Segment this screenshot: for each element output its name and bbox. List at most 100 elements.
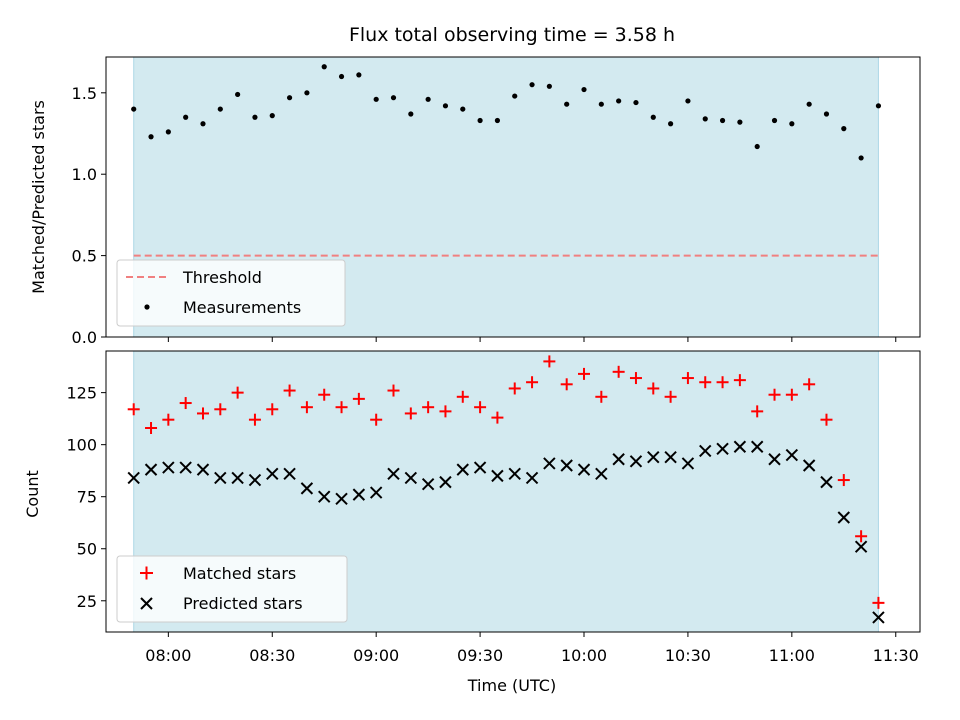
matched-star-marker (768, 388, 781, 401)
legend-predicted-swatch (140, 597, 153, 610)
predicted-star-marker (369, 486, 383, 499)
matched-star-marker (872, 596, 885, 609)
matched-star-marker (699, 376, 712, 389)
predicted-star-marker (820, 475, 833, 489)
matched-star-marker (196, 407, 209, 420)
matched-star-marker (474, 401, 487, 414)
predicted-star-marker (508, 467, 521, 481)
matched-star-marker (526, 376, 539, 389)
measurement-point (875, 103, 882, 109)
measurement-point (564, 101, 570, 107)
legend-measurements-label: Measurements (183, 298, 301, 317)
matched-star-marker (387, 384, 400, 397)
matched-star-marker (785, 388, 798, 401)
predicted-star-marker (266, 467, 279, 481)
measurement-point (719, 117, 726, 124)
bottom-ytick-label: 100 (66, 436, 97, 455)
predicted-star-marker (647, 450, 660, 464)
matched-star-marker (543, 355, 556, 368)
measurement-point (477, 117, 483, 124)
predicted-star-marker (162, 461, 175, 474)
measurement-point (269, 113, 275, 119)
measurement-point (546, 83, 552, 89)
measurement-point (841, 126, 847, 132)
measurement-point (442, 103, 449, 109)
measurement-point (304, 90, 310, 96)
matched-star-marker (716, 376, 729, 389)
measurement-point (806, 101, 812, 107)
bottom-legend: Matched stars Predicted stars (116, 555, 348, 623)
matched-star-marker (612, 365, 625, 378)
legend-predicted-label: Predicted stars (183, 594, 303, 613)
matched-star-marker (629, 372, 642, 385)
measurement-point (338, 73, 345, 80)
bottom-panel: 25 50 75 100 125 08:00 08:30 09:00 09:30 10:00 10… (23, 350, 921, 695)
measurement-point (633, 99, 639, 106)
matched-star-marker (300, 401, 313, 414)
measurement-point (754, 143, 760, 150)
matched-star-marker (266, 403, 279, 416)
measurement-point (131, 106, 137, 112)
predicted-star-marker (214, 471, 227, 485)
measurement-point (460, 106, 466, 112)
predicted-star-marker (456, 463, 469, 476)
top-ytick-label: 1.5 (72, 84, 97, 103)
predicted-star-marker (664, 450, 677, 464)
predicted-star-marker (750, 440, 764, 453)
legend-threshold-label: Threshold (182, 268, 262, 287)
matched-star-marker (855, 530, 868, 543)
predicted-star-marker (387, 467, 400, 481)
predicted-star-marker (196, 463, 210, 476)
measurement-point (512, 93, 518, 99)
bottom-xtick-label: 11:00 (769, 646, 815, 665)
top-x-ticks (167, 337, 897, 342)
measurement-point (616, 98, 622, 104)
bottom-legend-box (116, 555, 348, 623)
predicted-star-marker (473, 461, 487, 474)
matched-star-marker (145, 422, 158, 435)
bottom-xtick-label: 10:30 (665, 646, 711, 665)
predicted-star-marker (318, 490, 331, 503)
predicted-star-marker (491, 469, 504, 483)
predicted-star-marker (768, 453, 781, 466)
bottom-ytick-label: 25 (77, 592, 97, 611)
matched-star-marker (370, 413, 383, 426)
measurement-point (494, 117, 501, 124)
predicted-star-marker (785, 448, 799, 462)
matched-star-marker (578, 367, 591, 380)
predicted-star-marker (352, 488, 366, 501)
measurement-point (356, 72, 362, 78)
matched-star-marker (681, 372, 694, 385)
measurement-point (165, 129, 171, 135)
top-y-axis-label: Matched/Predicted stars (29, 100, 48, 294)
predicted-star-marker (421, 478, 435, 491)
predicted-star-marker (560, 459, 573, 472)
top-ytick-label: 1.0 (72, 165, 97, 184)
predicted-star-marker (404, 471, 418, 485)
bottom-xtick-label: 08:30 (249, 646, 295, 665)
predicted-star-marker (300, 482, 314, 495)
matched-star-marker (283, 384, 296, 397)
matched-star-marker (214, 403, 227, 416)
matched-star-marker (595, 390, 608, 403)
measurement-point (668, 121, 674, 127)
predicted-star-marker (179, 461, 192, 474)
predicted-star-marker (802, 459, 816, 472)
bottom-xtick-label: 09:00 (353, 646, 399, 665)
measurement-point (252, 114, 258, 120)
bottom-xtick-label: 09:30 (457, 646, 503, 665)
top-ytick-label: 0.0 (72, 328, 97, 347)
predicted-star-marker (335, 492, 348, 505)
matched-star-marker (647, 382, 660, 395)
measurement-point (321, 64, 327, 70)
predicted-star-marker (231, 471, 244, 485)
measurement-points (131, 64, 882, 161)
bottom-xtick-label: 11:30 (873, 646, 919, 665)
predicted-star-marker (595, 467, 608, 481)
predicted-star-marker (612, 453, 625, 466)
matched-star-marker (179, 397, 192, 410)
predicted-star-marker (439, 475, 452, 489)
measurement-point (408, 111, 414, 117)
measurement-point (685, 98, 691, 104)
matched-star-marker (664, 390, 677, 403)
